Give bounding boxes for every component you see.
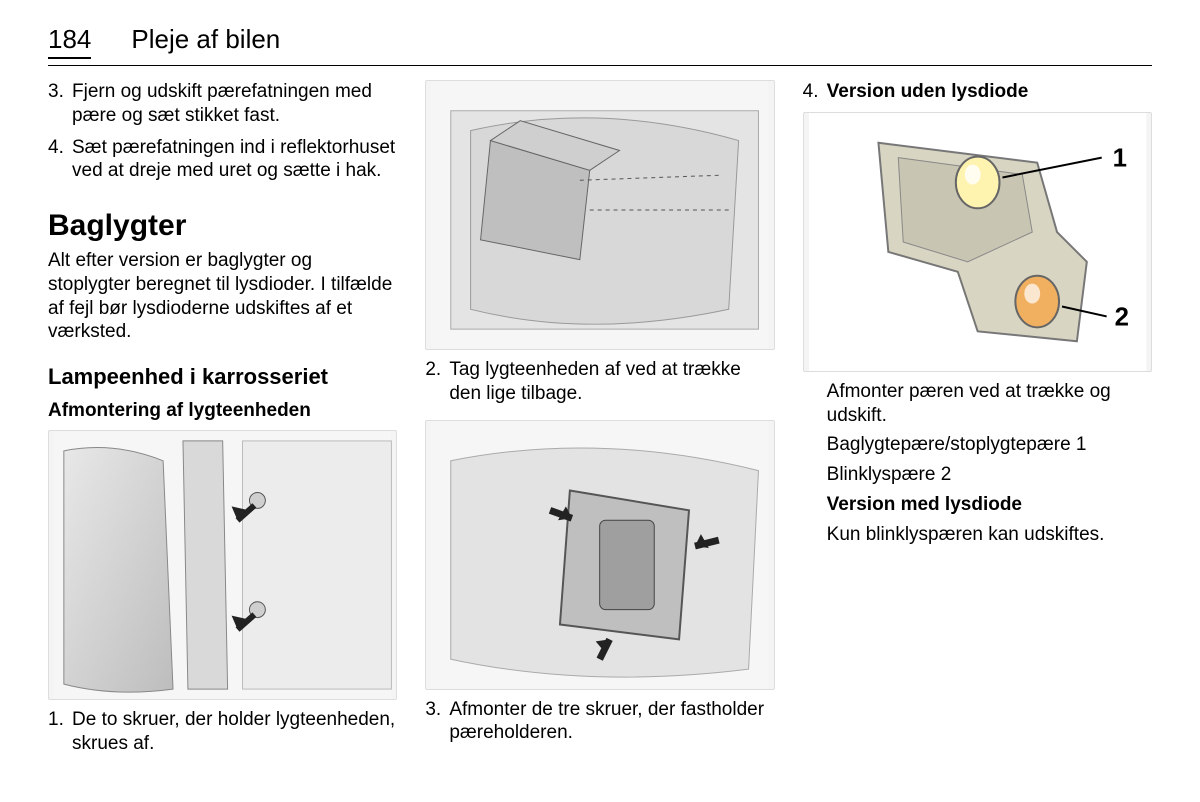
column-3: 4. Version uden lysdiode 1 2 xyxy=(803,80,1152,764)
section-heading-baglygter: Baglygter xyxy=(48,209,397,243)
column-1: 3. Fjern og udskift pærefatningen med pæ… xyxy=(48,80,397,764)
list-item: 4. Version uden lysdiode xyxy=(803,80,1152,104)
paragraph: Afmonter pæren ved at trække og udskift. xyxy=(827,380,1152,428)
list-number: 3. xyxy=(425,698,449,746)
list-text: Version uden lysdiode xyxy=(827,80,1152,104)
bulb1-text: Baglygtepære/stoplygtepære 1 xyxy=(827,434,1087,455)
list-text: Afmonter de tre skruer, der fastholder p… xyxy=(449,698,774,746)
figure-taillight-screws xyxy=(48,430,397,700)
list-number: 4. xyxy=(803,80,827,104)
column-2: 2. Tag lygteenheden af ved at trække den… xyxy=(425,80,774,764)
list-number: 1. xyxy=(48,708,72,756)
callout-2-label: 2 xyxy=(1114,303,1128,331)
list-text: De to skruer, der holder lygteenheden, s… xyxy=(72,708,397,756)
list-item: 3. Fjern og udskift pærefatningen med pæ… xyxy=(48,80,397,128)
page-number: 184 xyxy=(48,24,91,59)
figure-taillight-removal xyxy=(425,80,774,350)
callout-1-label: 1 xyxy=(1112,144,1126,172)
paragraph: Alt efter version er baglygter og stoply… xyxy=(48,249,397,344)
list-item: 4. Sæt pærefatningen ind i reflektorhuse… xyxy=(48,136,397,184)
step4-body: Afmonter pæren ved at trække og udskift.… xyxy=(827,380,1152,553)
list-text: Sæt pærefatningen ind i reflektorhuset v… xyxy=(72,136,397,184)
content-columns: 3. Fjern og udskift pærefatningen med pæ… xyxy=(48,80,1152,764)
list-item: 3. Afmonter de tre skruer, der fastholde… xyxy=(425,698,774,746)
list-item: 1. De to skruer, der holder lygteenheden… xyxy=(48,708,397,756)
heading-version-led: Version med lysdiode xyxy=(827,493,1152,517)
list-item: 2. Tag lygteenheden af ved at trække den… xyxy=(425,358,774,406)
paragraph-bulb1: Baglygtepære/stoplygtepære 1 xyxy=(827,433,1152,457)
list-text: Fjern og udskift pærefatningen med pære … xyxy=(72,80,397,128)
subsubheading-afmontering: Afmontering af lygteenheden xyxy=(48,400,397,422)
page-header: 184 Pleje af bilen xyxy=(48,24,1152,66)
paragraph-bulb2: Blinklyspære 2 xyxy=(827,463,1152,487)
chapter-title: Pleje af bilen xyxy=(131,24,280,55)
paragraph-led: Kun blinklyspæren kan udskiftes. xyxy=(827,523,1152,547)
figure-bulb-holder-screws xyxy=(425,420,774,690)
list-number: 3. xyxy=(48,80,72,128)
list-number: 4. xyxy=(48,136,72,184)
figure-bulb-holder-bulbs: 1 2 xyxy=(803,112,1152,372)
bulb2-text: Blinklyspære 2 xyxy=(827,464,952,485)
subheading-lampeenhed: Lampeenhed i karrosseriet xyxy=(48,364,397,390)
list-text: Tag lygteenheden af ved at trække den li… xyxy=(449,358,774,406)
list-number: 2. xyxy=(425,358,449,406)
